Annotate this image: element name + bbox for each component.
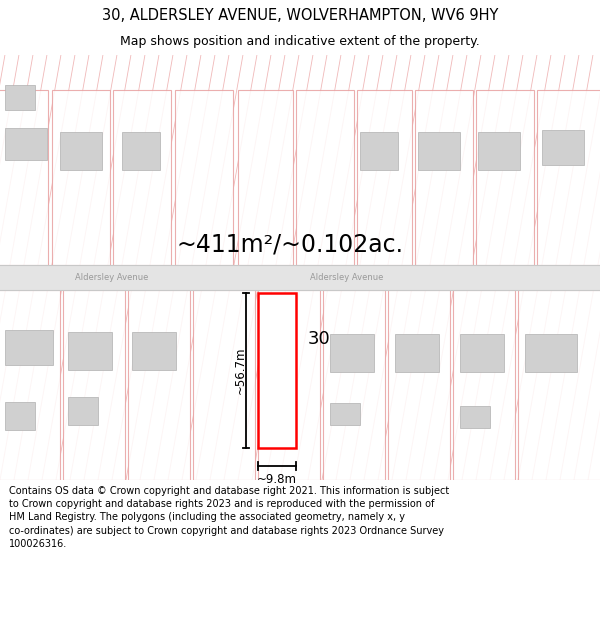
Bar [238,90,293,265]
Bar [460,334,504,372]
Bar [68,397,98,425]
Bar [60,132,102,170]
Text: Contains OS data © Crown copyright and database right 2021. This information is : Contains OS data © Crown copyright and d… [9,486,449,549]
Bar [460,406,490,428]
Bar [63,290,125,480]
Bar [258,293,296,448]
Text: Map shows position and indicative extent of the property.: Map shows position and indicative extent… [120,35,480,48]
Bar [132,332,176,370]
Bar [5,128,47,160]
Text: Aldersley Avenue: Aldersley Avenue [75,273,148,282]
Bar [360,132,398,170]
Bar [537,90,600,265]
Bar [476,90,534,265]
Bar [478,132,520,170]
Bar [52,90,110,265]
Bar [323,290,385,480]
Bar [68,332,112,370]
Bar [258,290,320,480]
Bar [418,132,460,170]
Bar [0,290,60,480]
Bar [357,90,412,265]
Bar [0,265,600,290]
Bar [388,290,450,480]
Bar [122,132,160,170]
Bar [113,90,171,265]
Bar [193,290,255,480]
Bar [415,90,473,265]
Bar [525,334,577,372]
Bar [330,334,374,372]
Text: 30: 30 [308,331,331,349]
Bar [518,290,600,480]
Bar [5,330,53,365]
Bar [0,90,48,265]
Bar [128,290,190,480]
Bar [542,130,584,165]
Text: ~9.8m: ~9.8m [257,473,297,486]
Bar [296,90,354,265]
Bar [395,334,439,372]
Bar [175,90,233,265]
Bar [258,293,296,448]
Text: Aldersley Avenue: Aldersley Avenue [310,273,383,282]
Bar [5,85,35,110]
Bar [330,403,360,425]
Text: ~411m²/~0.102ac.: ~411m²/~0.102ac. [176,233,404,257]
Text: ~56.7m: ~56.7m [233,347,247,394]
Bar [453,290,515,480]
Bar [5,402,35,430]
Text: 30, ALDERSLEY AVENUE, WOLVERHAMPTON, WV6 9HY: 30, ALDERSLEY AVENUE, WOLVERHAMPTON, WV6… [102,8,498,23]
